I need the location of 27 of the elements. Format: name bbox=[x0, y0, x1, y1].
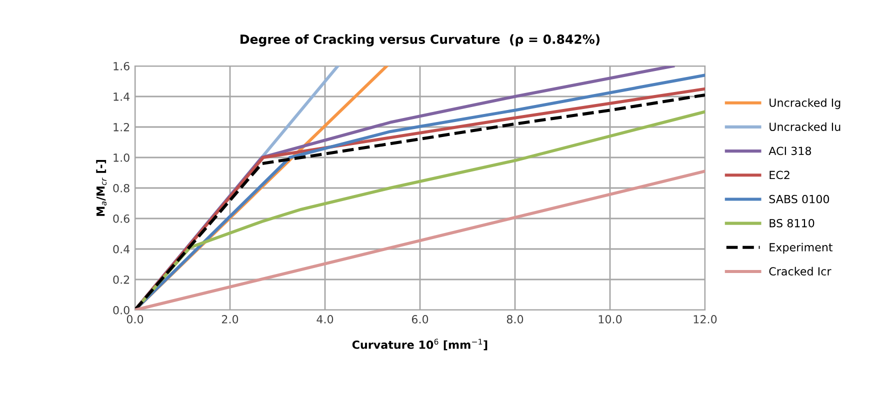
x-axis-title: Curvature 10$^{6}$ [mm$^{−1}$] bbox=[352, 338, 488, 350]
y-axis-title: M$_{a}$/M$_{cr}$ [-] bbox=[96, 160, 107, 216]
x-tick-label: 4.0 bbox=[316, 315, 334, 324]
legend-label: ACI 318 bbox=[768, 146, 812, 156]
x-tick-label: 8.0 bbox=[506, 315, 524, 324]
legend-label: Uncracked Ig bbox=[770, 98, 840, 110]
legend-label: EC2 bbox=[770, 170, 790, 180]
legend-label: SABS 0100 bbox=[769, 194, 830, 204]
legend-label: Experiment bbox=[770, 242, 833, 254]
y-tick-label: 0.4 bbox=[113, 244, 130, 254]
y-tick-label: 1.0 bbox=[114, 153, 130, 162]
x-tick-label: 6.0 bbox=[412, 315, 428, 324]
y-tick-label: 1.2 bbox=[114, 122, 130, 132]
x-tick-label: 12.0 bbox=[694, 315, 717, 324]
y-tick-label: 0.2 bbox=[113, 275, 130, 284]
y-tick-label: 1.4 bbox=[114, 92, 130, 101]
y-tick-label: 0.6 bbox=[113, 214, 130, 223]
x-tick-label: 10.0 bbox=[598, 315, 622, 324]
y-tick-label: 0.0 bbox=[113, 306, 130, 314]
x-tick-label: 0.0 bbox=[126, 315, 144, 324]
legend-label: Uncracked Iu bbox=[770, 122, 840, 132]
legend-label: Cracked Icr bbox=[769, 266, 832, 276]
x-tick-label: 2.0 bbox=[222, 315, 238, 324]
y-tick-label: 0.8 bbox=[113, 184, 130, 192]
y-tick-label: 1.6 bbox=[114, 62, 130, 70]
chart-title: Degree of Cracking versus Curvature (ρ = 0.842%) bbox=[240, 34, 600, 46]
legend-label: BS 8110 bbox=[770, 218, 814, 228]
